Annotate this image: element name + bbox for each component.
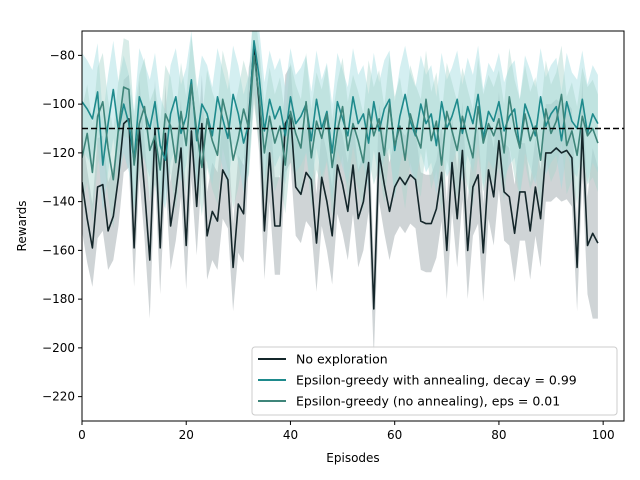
band-no-exploration — [82, 40, 598, 358]
y-tick-label: −140 — [42, 195, 75, 209]
legend-label-no-annealing: Epsilon-greedy (no annealing), eps = 0.0… — [296, 394, 560, 409]
x-tick-label: 40 — [283, 428, 298, 442]
legend-box — [251, 346, 618, 416]
plot-frame — [81, 30, 625, 422]
y-axis-label: Rewards — [15, 201, 29, 252]
y-tick-label: −180 — [42, 292, 75, 306]
y-tick-label: −120 — [42, 146, 75, 160]
series-line-no-exploration — [82, 44, 599, 310]
x-tick-label: 0 — [78, 428, 86, 442]
y-tick-label: −100 — [42, 97, 75, 111]
x-tick-label: 100 — [592, 428, 615, 442]
x-tick-label: 20 — [179, 428, 194, 442]
y-tick-label: −80 — [50, 48, 75, 62]
series-line-no-annealing — [82, 54, 599, 181]
x-axis-ticks: 0 20 40 60 80 100 — [78, 421, 615, 442]
legend-label-no-exploration: No exploration — [296, 352, 388, 367]
y-tick-label: −200 — [42, 341, 75, 355]
x-tick-label: 60 — [387, 428, 402, 442]
legend: No exploration Epsilon-greedy with annea… — [251, 346, 618, 416]
legend-label-annealing: Epsilon-greedy with annealing, decay = 0… — [296, 373, 577, 388]
band-no-annealing — [82, 31, 598, 229]
x-tick-label: 80 — [491, 428, 506, 442]
series-lines — [82, 39, 599, 310]
x-axis-label: Episodes — [326, 451, 379, 465]
y-tick-label: −220 — [42, 390, 75, 404]
y-axis-ticks: −220 −200 −180 −160 −140 −120 −100 −80 — [42, 48, 82, 404]
y-tick-label: −160 — [42, 243, 75, 257]
